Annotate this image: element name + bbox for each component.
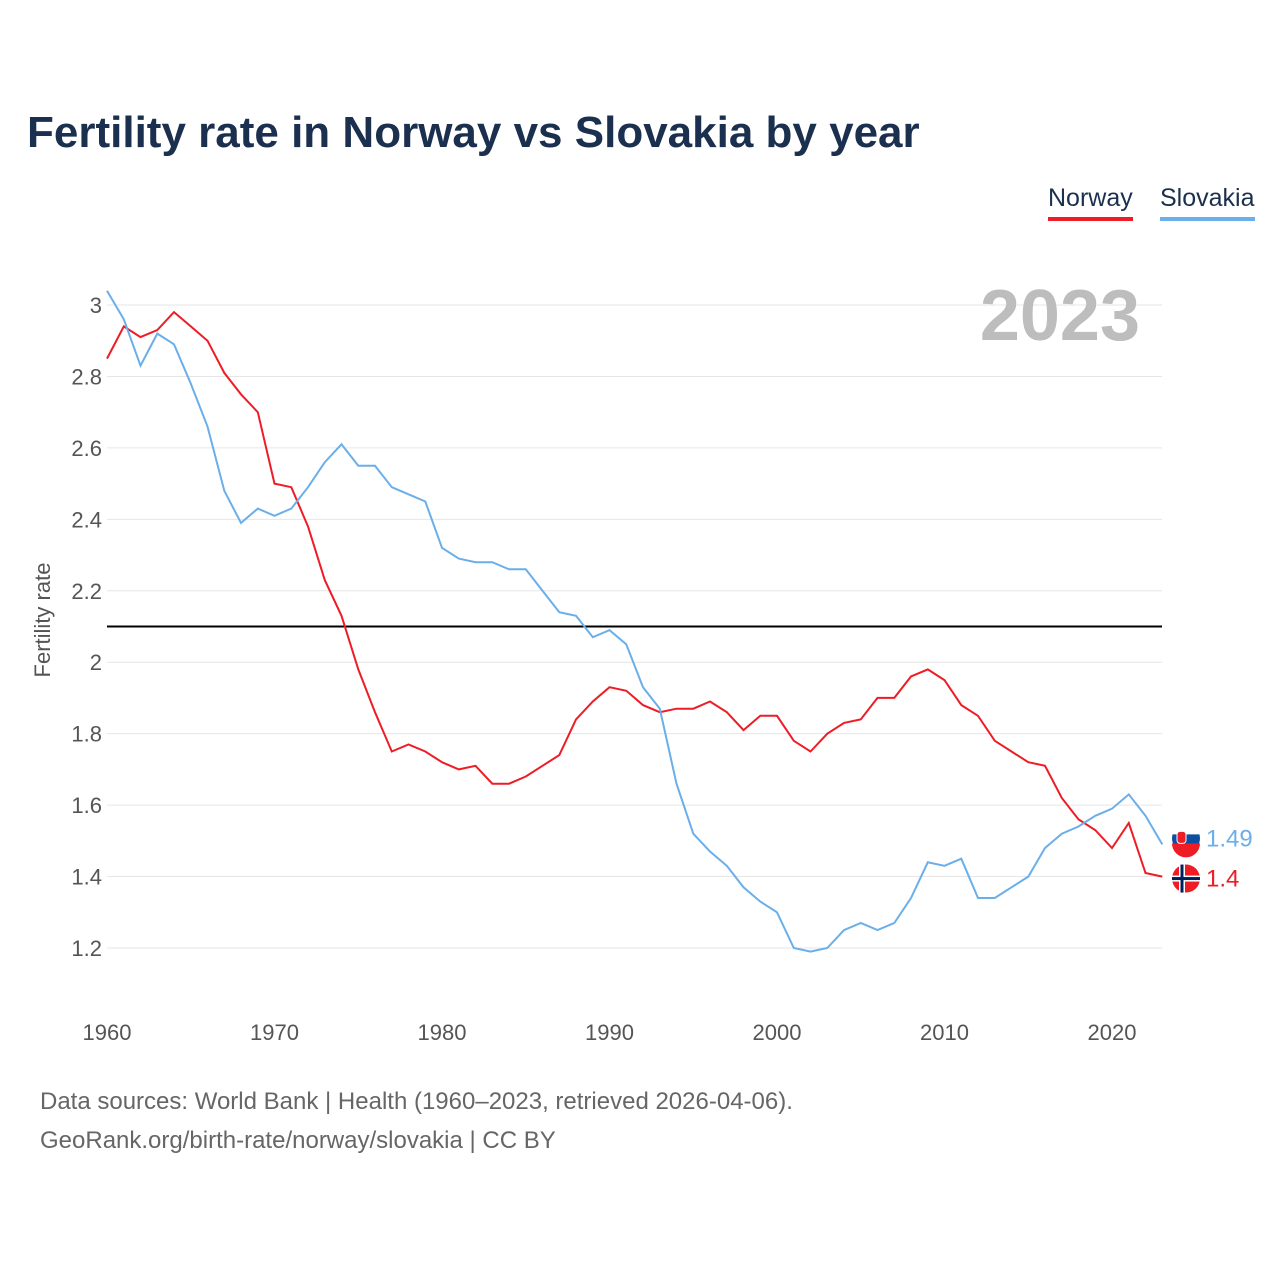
credit-link[interactable]: GeoRank.org/birth-rate/norway/slovakia |… xyxy=(40,1127,556,1154)
chart-title: Fertility rate in Norway vs Slovakia by … xyxy=(27,108,920,157)
y-tick-label: 2.8 xyxy=(71,364,102,389)
data-sources: Data sources: World Bank | Health (1960–… xyxy=(40,1088,793,1115)
series-line-norway xyxy=(106,310,1163,878)
y-tick-label: 1.2 xyxy=(71,936,102,961)
x-tick-label: 1970 xyxy=(250,1020,299,1045)
flag-cross xyxy=(1180,864,1184,893)
end-value-slovakia: 1.49 xyxy=(1206,825,1253,852)
y-tick-label: 1.6 xyxy=(71,793,102,818)
y-tick-label: 1.8 xyxy=(71,722,102,747)
x-tick-label: 1990 xyxy=(585,1020,634,1045)
y-tick-label: 2.4 xyxy=(71,507,102,532)
x-tick-label: 1960 xyxy=(83,1020,132,1045)
x-tick-label: 1980 xyxy=(418,1020,467,1045)
flag-icon-slovakia xyxy=(1172,820,1200,858)
y-tick-label: 2 xyxy=(90,650,102,675)
flag-stripe xyxy=(1172,820,1200,835)
y-tick-label: 2.6 xyxy=(71,436,102,461)
legend-norway[interactable]: Norway xyxy=(1048,184,1133,221)
flag-stripe xyxy=(1172,843,1200,858)
x-tick-label: 2000 xyxy=(753,1020,802,1045)
series-line-slovakia xyxy=(106,290,1164,953)
flag-cross xyxy=(1172,877,1200,881)
y-tick-label: 3 xyxy=(90,293,102,318)
year-watermark: 2023 xyxy=(980,276,1140,356)
y-tick-label: 1.4 xyxy=(71,865,102,890)
y-tick-label: 2.2 xyxy=(71,579,102,604)
x-tick-label: 2010 xyxy=(920,1020,969,1045)
legend-slovakia[interactable]: Slovakia xyxy=(1160,184,1255,221)
end-value-norway: 1.4 xyxy=(1206,866,1239,893)
flag-icon-norway xyxy=(1172,864,1200,893)
y-axis-label: Fertility rate xyxy=(30,563,55,678)
flag-shield xyxy=(1176,830,1187,844)
x-tick-label: 2020 xyxy=(1088,1020,1137,1045)
